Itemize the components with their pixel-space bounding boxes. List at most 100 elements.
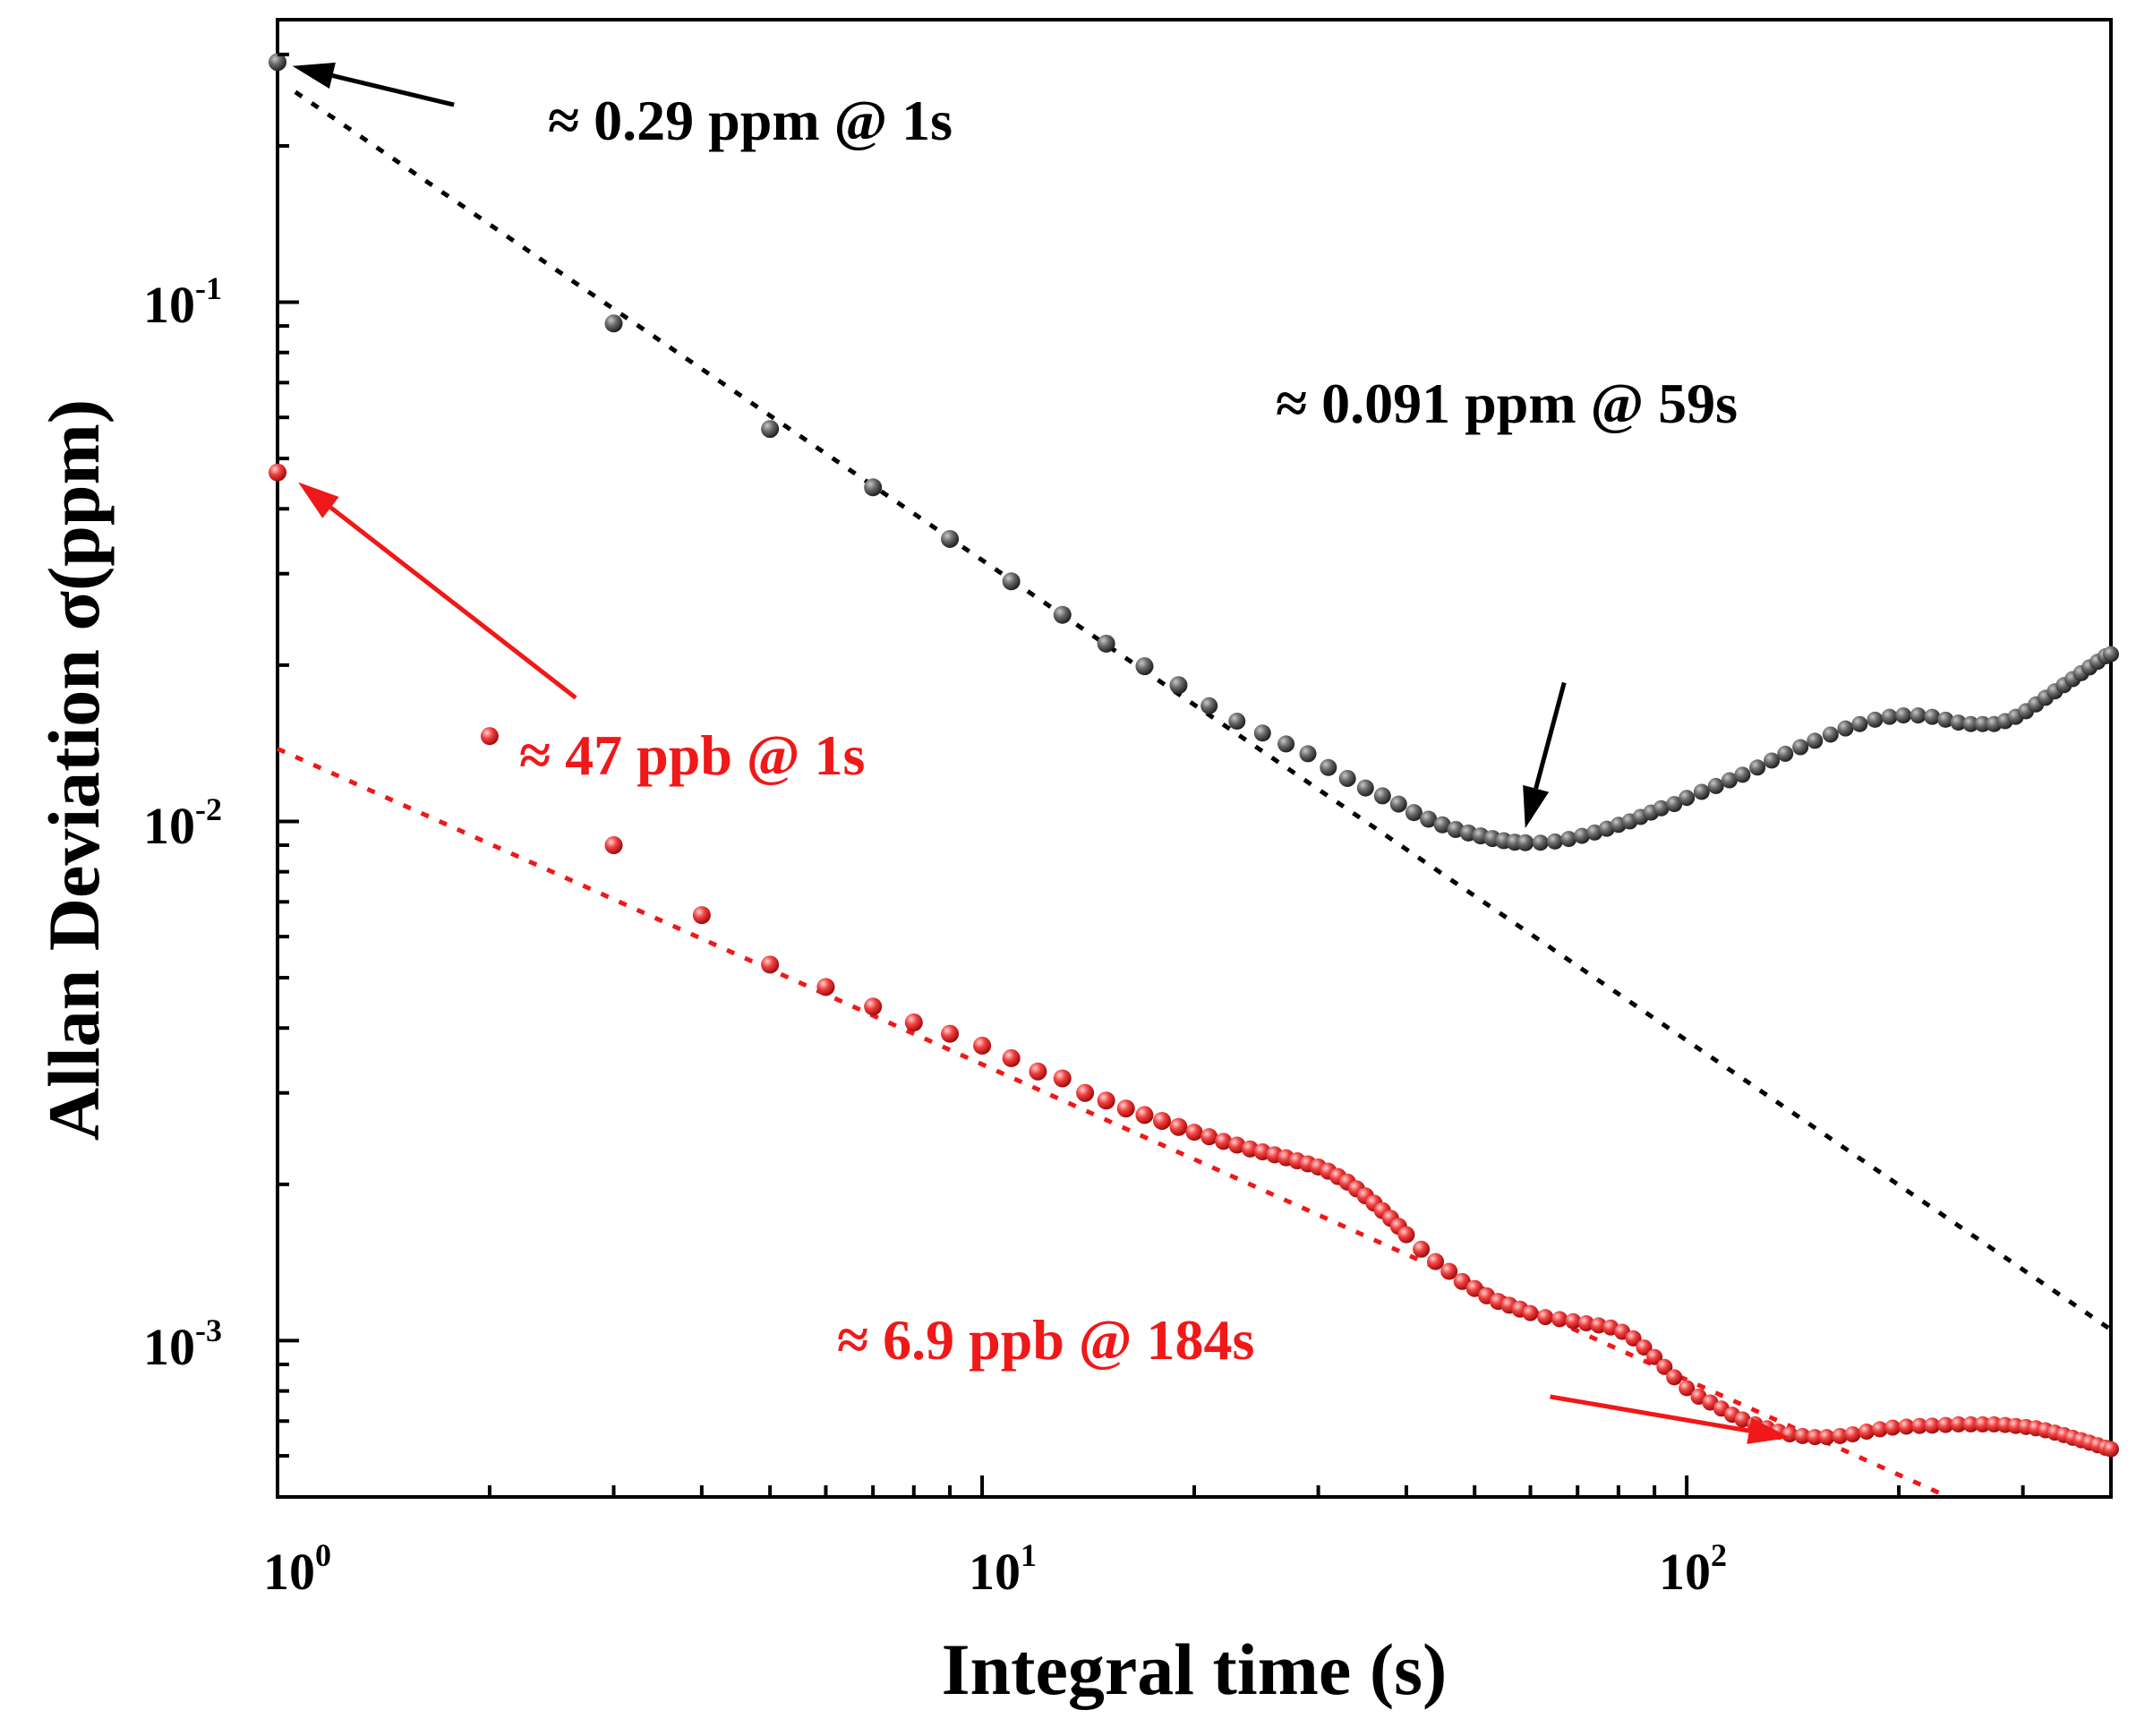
data-point-red bbox=[1884, 1419, 1901, 1436]
data-point-black bbox=[1532, 834, 1549, 851]
data-point-black bbox=[1560, 831, 1577, 848]
data-point-black bbox=[1792, 739, 1809, 756]
data-point-black bbox=[1373, 787, 1391, 805]
data-point-black bbox=[1974, 715, 1991, 732]
annotation-red-1s-arrow-head bbox=[298, 482, 339, 518]
data-point-red bbox=[480, 727, 499, 746]
data-point-black bbox=[1433, 816, 1451, 834]
annotation-red-1s: ≈ 47 ppb @ 1s bbox=[519, 723, 865, 787]
data-point-red bbox=[1551, 1311, 1568, 1328]
x-axis-ticks bbox=[276, 1475, 2113, 1497]
data-point-black bbox=[1586, 824, 1603, 841]
data-point-black bbox=[604, 314, 623, 333]
data-point-red bbox=[1858, 1424, 1875, 1441]
data-point-red bbox=[1169, 1117, 1188, 1136]
data-point-black bbox=[1169, 676, 1188, 695]
data-point-red bbox=[269, 463, 286, 482]
data-point-red bbox=[864, 997, 883, 1016]
data-point-black bbox=[1653, 800, 1670, 817]
data-point-red bbox=[1898, 1418, 1915, 1435]
data-point-red bbox=[1152, 1111, 1171, 1130]
data-point-red bbox=[1666, 1369, 1683, 1386]
data-point-red bbox=[1440, 1262, 1458, 1280]
data-point-black bbox=[1867, 711, 1884, 728]
data-point-black bbox=[1405, 804, 1423, 822]
data-point-red bbox=[1522, 1304, 1539, 1321]
data-point-red bbox=[1135, 1106, 1154, 1125]
data-point-red bbox=[1215, 1133, 1233, 1150]
data-point-black bbox=[1962, 715, 1979, 732]
fit-lines bbox=[276, 90, 2113, 1500]
data-point-black bbox=[1299, 745, 1317, 763]
data-point-black bbox=[1950, 714, 1967, 731]
data-point-black bbox=[941, 529, 960, 548]
data-point-red bbox=[1832, 1427, 1849, 1444]
data-point-red bbox=[1679, 1380, 1696, 1397]
data-point-red bbox=[1794, 1427, 1811, 1444]
data-point-black bbox=[1389, 795, 1407, 813]
data-point-red bbox=[1625, 1330, 1642, 1347]
data-point-black bbox=[1420, 810, 1438, 828]
data-point-red bbox=[1636, 1339, 1653, 1356]
data-point-black bbox=[1517, 834, 1534, 851]
data-point-red bbox=[1565, 1313, 1582, 1330]
data-point-black bbox=[1338, 769, 1356, 787]
data-point-red bbox=[1002, 1048, 1021, 1067]
data-point-red bbox=[904, 1013, 923, 1032]
data-point-black bbox=[269, 53, 286, 72]
data-point-black bbox=[1764, 752, 1781, 769]
data-point-red bbox=[1911, 1417, 1928, 1434]
data-point-black bbox=[1777, 745, 1794, 762]
data-point-red bbox=[1076, 1083, 1095, 1102]
data-point-red bbox=[1590, 1317, 1607, 1334]
data-point-red bbox=[1962, 1415, 1979, 1432]
data-point-black bbox=[1447, 820, 1465, 838]
data-point-red bbox=[1228, 1136, 1246, 1154]
data-point-red bbox=[1974, 1415, 1991, 1432]
data-point-black bbox=[1574, 827, 1591, 844]
data-point-red bbox=[1537, 1309, 1554, 1326]
data-point-red bbox=[2103, 1441, 2119, 1458]
data-point-black bbox=[1693, 783, 1710, 800]
data-point-black bbox=[2103, 646, 2119, 663]
data-point-black bbox=[1807, 732, 1824, 749]
data-point-black bbox=[1200, 697, 1218, 714]
annotation-black-1s-arrow-head bbox=[292, 62, 336, 90]
x-tick-label-0: 100 bbox=[263, 1537, 331, 1601]
data-point-black bbox=[1734, 766, 1751, 783]
data-point-black bbox=[1666, 796, 1683, 813]
y-axis-ticks bbox=[278, 52, 299, 1499]
data-point-black bbox=[1228, 712, 1246, 730]
x-tick-label-1: 101 bbox=[969, 1537, 1037, 1601]
data-point-red bbox=[1844, 1426, 1861, 1443]
data-point-red bbox=[604, 836, 623, 855]
data-point-black bbox=[1707, 777, 1724, 794]
data-point-black bbox=[1135, 657, 1154, 676]
data-point-black bbox=[761, 420, 780, 439]
data-point-black bbox=[1277, 735, 1295, 753]
data-point-red bbox=[1656, 1358, 1673, 1375]
data-point-red bbox=[1185, 1124, 1203, 1142]
data-point-black bbox=[1320, 758, 1337, 776]
y-tick-label-1: 10-2 bbox=[143, 791, 222, 855]
data-point-red bbox=[1200, 1128, 1218, 1146]
data-point-red bbox=[1029, 1062, 1047, 1081]
data-point-red bbox=[1097, 1091, 1115, 1110]
data-point-red bbox=[816, 978, 835, 996]
data-point-black bbox=[1822, 726, 1839, 743]
data-point-red bbox=[1871, 1421, 1888, 1438]
data-point-black bbox=[1356, 779, 1374, 797]
annotation-black-59s: ≈ 0.091 ppm @ 59s bbox=[1276, 372, 1738, 435]
data-point-red bbox=[941, 1024, 960, 1043]
series-black bbox=[269, 53, 2119, 851]
data-point-red bbox=[1427, 1253, 1445, 1270]
annotation-arrows bbox=[292, 62, 1790, 1444]
y-axis-title: Allan Deviation σ(ppm) bbox=[33, 399, 115, 1141]
data-point-red bbox=[1577, 1315, 1594, 1332]
data-point-black bbox=[1546, 833, 1563, 850]
red-fit bbox=[276, 747, 1950, 1500]
data-point-red bbox=[1734, 1411, 1751, 1428]
data-point-black bbox=[1749, 759, 1766, 776]
data-point-black bbox=[1924, 708, 1941, 725]
